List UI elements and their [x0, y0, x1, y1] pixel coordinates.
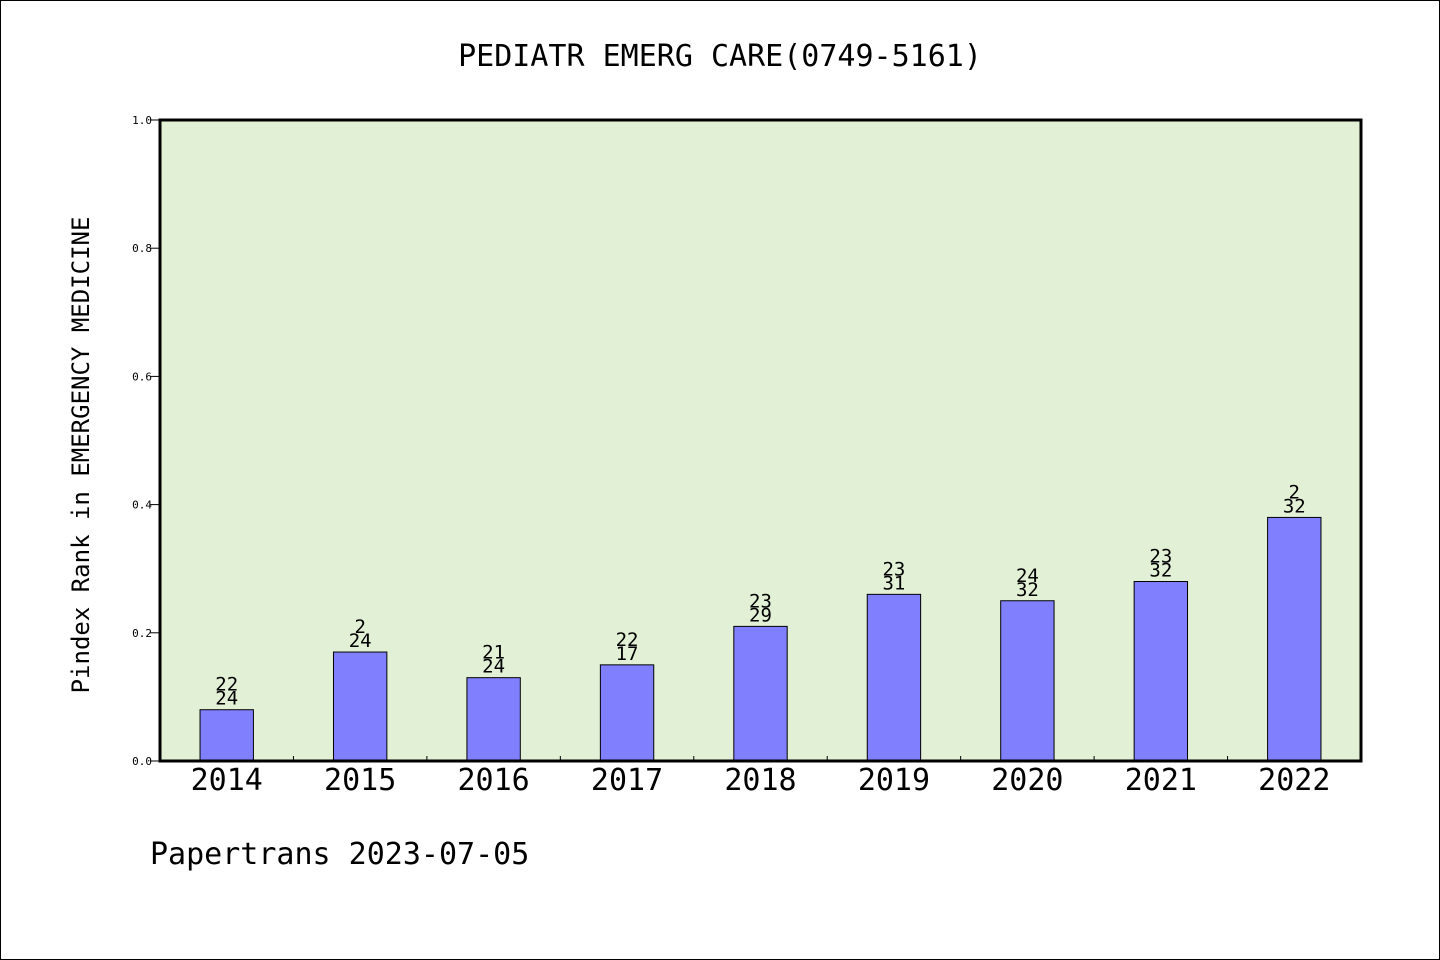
- x-tick-label: 2022: [1258, 763, 1330, 798]
- bar-label-bottom: 24: [215, 688, 238, 710]
- bar: [1000, 600, 1055, 762]
- bar-label-bottom: 31: [882, 572, 905, 594]
- bar-label-bottom: 24: [482, 656, 505, 678]
- x-tick-label: 2016: [457, 763, 529, 798]
- bar-label-top: 23: [1149, 546, 1172, 568]
- bar-label-top: 2: [354, 616, 365, 638]
- x-axis: 2014 2015 2016 2017 2018 2019 2020 2021 2022: [191, 756, 1330, 798]
- bar-label-top: 23: [749, 590, 772, 612]
- bar-label-bottom: 32: [1149, 560, 1172, 582]
- bar-label-top: 24: [1016, 565, 1039, 587]
- y-tick-label: 0.6: [132, 370, 152, 383]
- bar: [733, 625, 788, 762]
- bar: [332, 651, 388, 762]
- bar-label-bottom: 17: [616, 643, 639, 665]
- y-tick-label: 1.0: [132, 114, 152, 127]
- x-tick-label: 2021: [1125, 763, 1197, 798]
- footer-text: Papertrans 2023-07-05: [150, 837, 529, 872]
- bar: [599, 664, 655, 762]
- bar: [1133, 581, 1189, 762]
- x-tick-label: 2020: [991, 763, 1063, 798]
- y-tick-label: 0.8: [132, 242, 152, 255]
- bar-label-top: 23: [882, 558, 905, 580]
- bar-label-bottom: 24: [349, 630, 372, 652]
- bar-label-top: 22: [215, 674, 238, 696]
- x-tick-label: 2014: [191, 763, 263, 798]
- x-tick-label: 2018: [724, 763, 796, 798]
- bar-label-top: 21: [482, 642, 505, 664]
- bars: [199, 516, 1322, 762]
- bar: [199, 709, 254, 762]
- bar-label-bottom: 29: [749, 604, 772, 626]
- chart-title: PEDIATR EMERG CARE(0749-5161): [458, 39, 982, 74]
- x-tick-label: 2017: [591, 763, 663, 798]
- bar-label-top: 22: [616, 629, 639, 651]
- bar-label-bottom: 32: [1283, 495, 1306, 517]
- y-tick-label: 0.2: [132, 627, 152, 640]
- bar: [466, 677, 521, 762]
- x-tick-label: 2019: [858, 763, 930, 798]
- y-axis-label: Pindex Rank in EMERGENCY MEDICINE: [67, 217, 95, 694]
- plot-border: [158, 118, 1363, 763]
- y-tick-label: 0.0: [132, 755, 152, 768]
- bar-label-bottom: 32: [1016, 579, 1039, 601]
- bar: [866, 593, 922, 762]
- bar-label-top: 2: [1289, 481, 1300, 503]
- x-tick-label: 2015: [324, 763, 396, 798]
- bar: [1267, 516, 1322, 762]
- y-axis: 0.0 0.2 0.4 0.6 0.8 1.0: [132, 114, 160, 768]
- y-tick-label: 0.4: [132, 499, 152, 512]
